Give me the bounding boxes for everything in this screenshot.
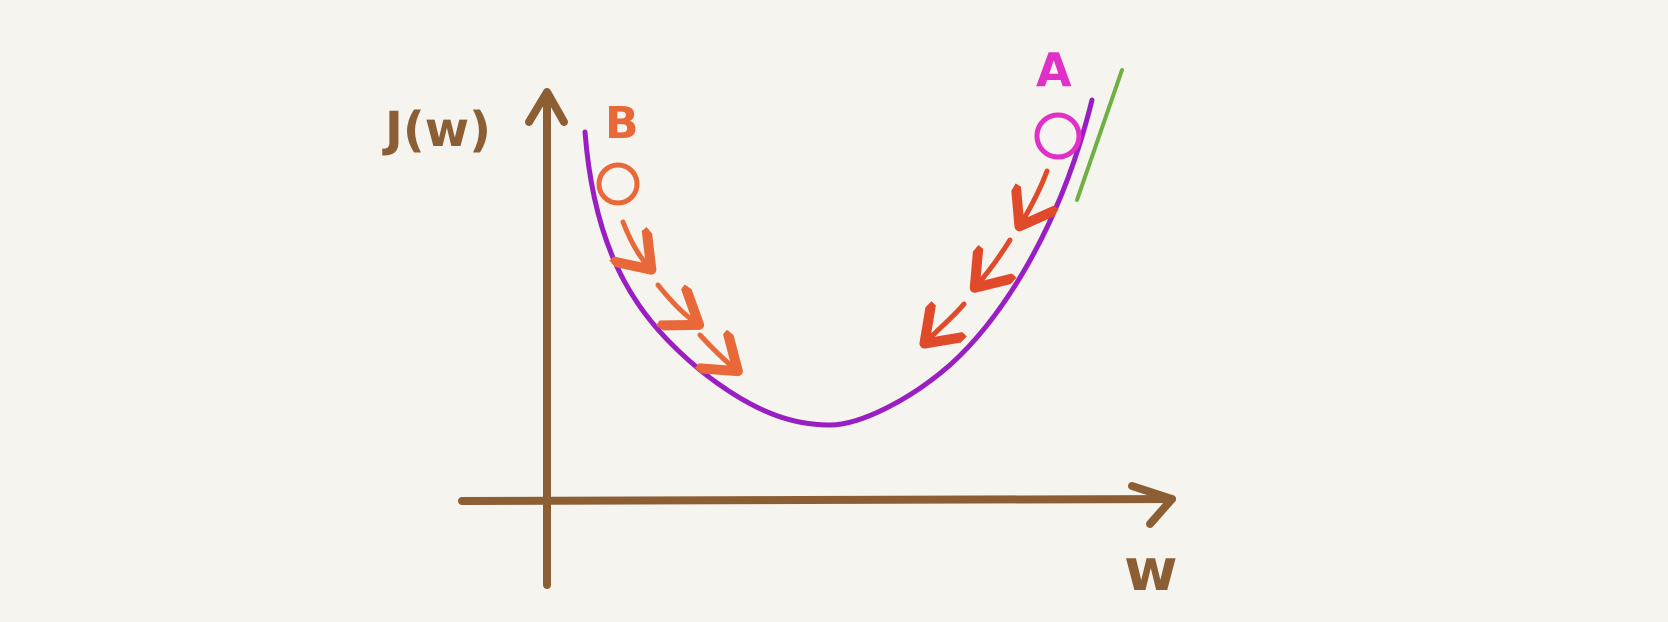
y-axis-arrowhead: [525, 88, 568, 126]
point-a-marker: [1034, 112, 1082, 160]
descent-arrows-from-a: [928, 168, 1047, 340]
point-b-marker: [596, 162, 640, 206]
y-axis-label: J(w): [382, 102, 491, 158]
point-a-label: A: [1036, 43, 1072, 97]
cost-curve: [582, 97, 1095, 428]
point-b-label: B: [605, 98, 639, 149]
tangent-line-at-a: [1075, 68, 1124, 202]
descent-arrows-from-b: [623, 219, 734, 368]
x-axis-arrowhead: [1128, 482, 1176, 528]
y-axis: [525, 88, 568, 589]
x-axis-label: w: [1124, 536, 1178, 604]
x-axis: [458, 482, 1176, 528]
